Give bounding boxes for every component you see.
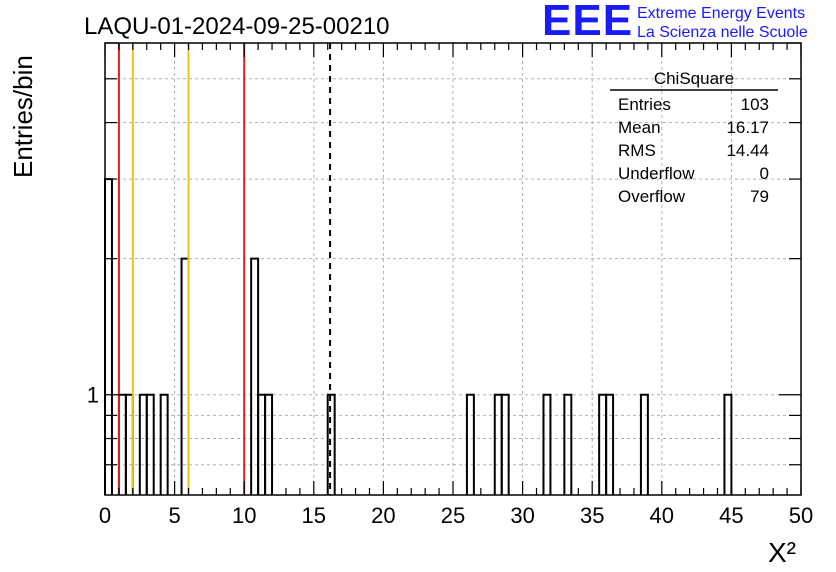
logo-line-2: La Scienza nelle Scuole [637,24,808,41]
stats-value: 0 [760,164,769,183]
x-tick-label: 20 [371,503,395,528]
histogram-bin [465,393,475,495]
logo-mark: EEE [542,0,634,45]
stats-label: Entries [618,95,671,114]
reference-lines [117,43,332,495]
histogram-bin [257,393,267,495]
histogram-bin [605,393,615,495]
stats-label: Mean [618,118,661,137]
x-tick-label: 25 [441,503,465,528]
histogram-bin [493,393,503,495]
x-tick-label: 30 [510,503,534,528]
histogram-bin [563,393,573,495]
histogram-bin [159,393,169,495]
eee-logo: EEE Extreme Energy Events La Scienza nel… [542,0,832,45]
stats-label: Underflow [618,164,695,183]
stats-value: 79 [750,187,769,206]
histogram-bin [145,393,155,495]
run-title: LAQU-01-2024-09-25-00210 [84,13,390,40]
stats-title: ChiSquare [654,69,734,88]
histogram-bin [124,393,134,495]
x-tick-label: 50 [789,503,813,528]
grid [105,43,801,495]
histogram-bin [117,393,127,495]
x-tick-label: 35 [580,503,604,528]
histogram-bin [542,393,552,495]
stats-value: 103 [741,95,769,114]
x-tick-label: 40 [650,503,674,528]
x-tick-label: 5 [168,503,180,528]
histogram-bin [264,393,274,495]
x-tick-label: 0 [99,503,111,528]
stats-value: 16.17 [726,118,769,137]
stats-label: RMS [618,141,656,160]
histogram-bin [500,393,510,495]
histogram-bars [104,178,733,495]
stats-box: ChiSquare Entries 103 Mean 16.17 RMS 14.44 Und… [610,69,778,206]
y-tick-label: 1 [87,383,99,408]
histogram-bin [180,257,190,495]
histogram-bin [639,393,649,495]
stats-rows: Entries 103 Mean 16.17 RMS 14.44 Underflow 0 Ove… [618,95,769,206]
histogram-bin [138,393,148,495]
y-axis-label: Entries/bin [8,55,38,178]
stats-label: Overflow [618,187,686,206]
tick-labels: 0 5 10 15 20 25 30 35 40 45 50 1 [87,383,813,528]
histogram-bin [250,257,260,495]
stats-value: 14.44 [726,141,769,160]
histogram-bin [598,393,608,495]
x-tick-label: 15 [302,503,326,528]
x-tick-label: 45 [719,503,743,528]
histogram-bin [104,178,113,495]
x-tick-label: 10 [232,503,256,528]
axis-ticks [104,42,802,495]
histogram-bin [723,393,733,495]
x-axis-label: X² [768,537,796,568]
histogram-bin [326,393,336,495]
logo-line-1: Extreme Energy Events [637,5,806,22]
